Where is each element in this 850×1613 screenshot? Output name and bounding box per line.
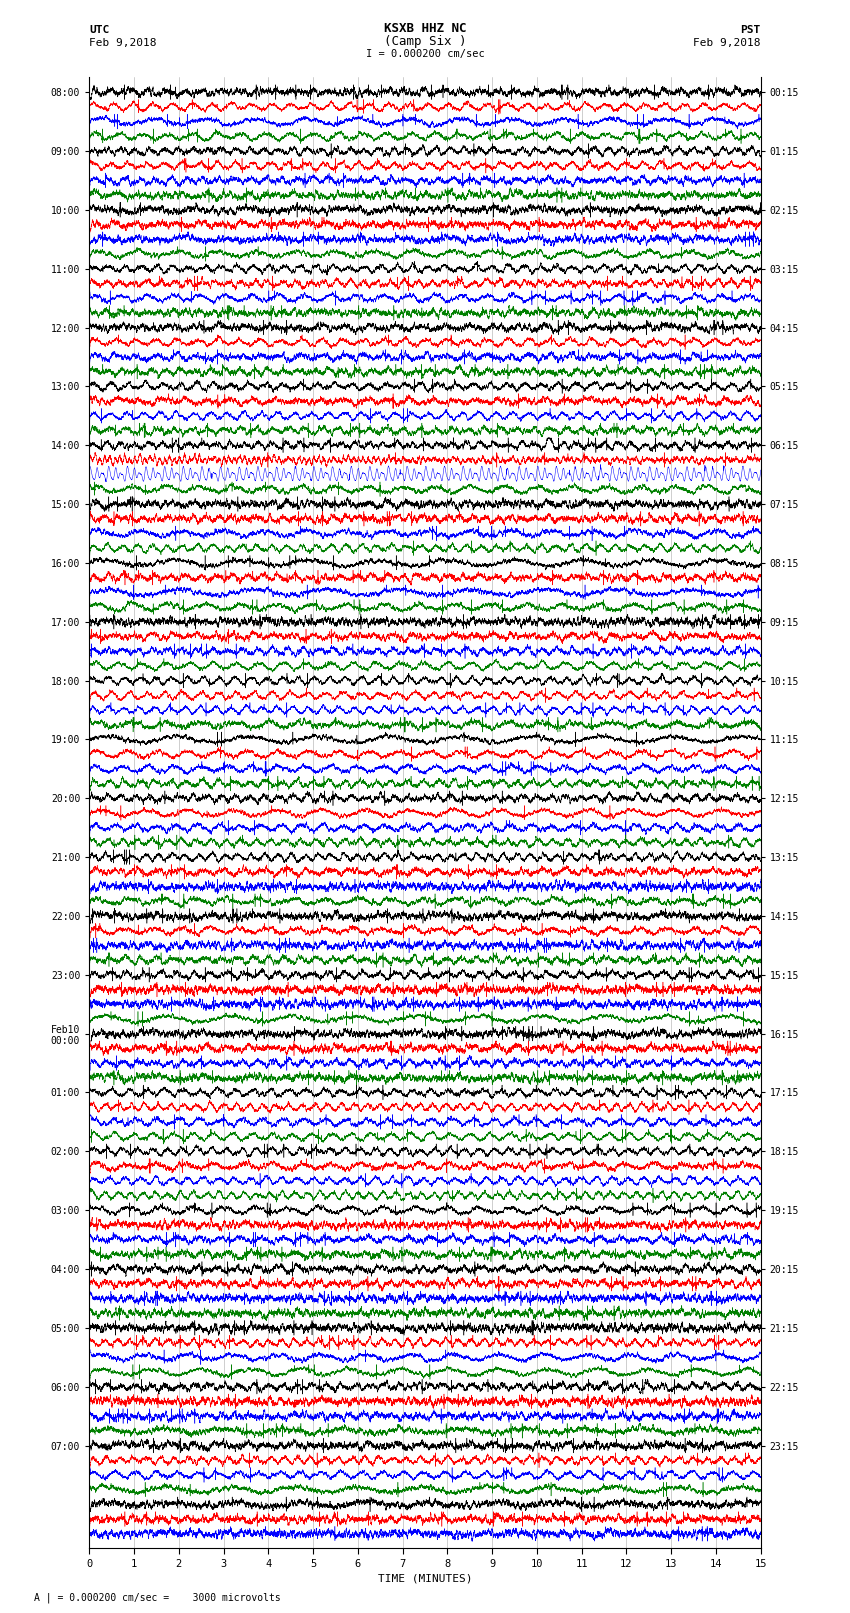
Text: UTC: UTC <box>89 24 110 35</box>
Text: Feb 9,2018: Feb 9,2018 <box>694 37 761 47</box>
Text: (Camp Six ): (Camp Six ) <box>383 34 467 47</box>
Text: KSXB HHZ NC: KSXB HHZ NC <box>383 21 467 35</box>
Text: I = 0.000200 cm/sec: I = 0.000200 cm/sec <box>366 48 484 58</box>
Text: PST: PST <box>740 24 761 35</box>
Text: A | = 0.000200 cm/sec =    3000 microvolts: A | = 0.000200 cm/sec = 3000 microvolts <box>34 1592 280 1603</box>
Text: Feb 9,2018: Feb 9,2018 <box>89 37 156 47</box>
X-axis label: TIME (MINUTES): TIME (MINUTES) <box>377 1573 473 1582</box>
